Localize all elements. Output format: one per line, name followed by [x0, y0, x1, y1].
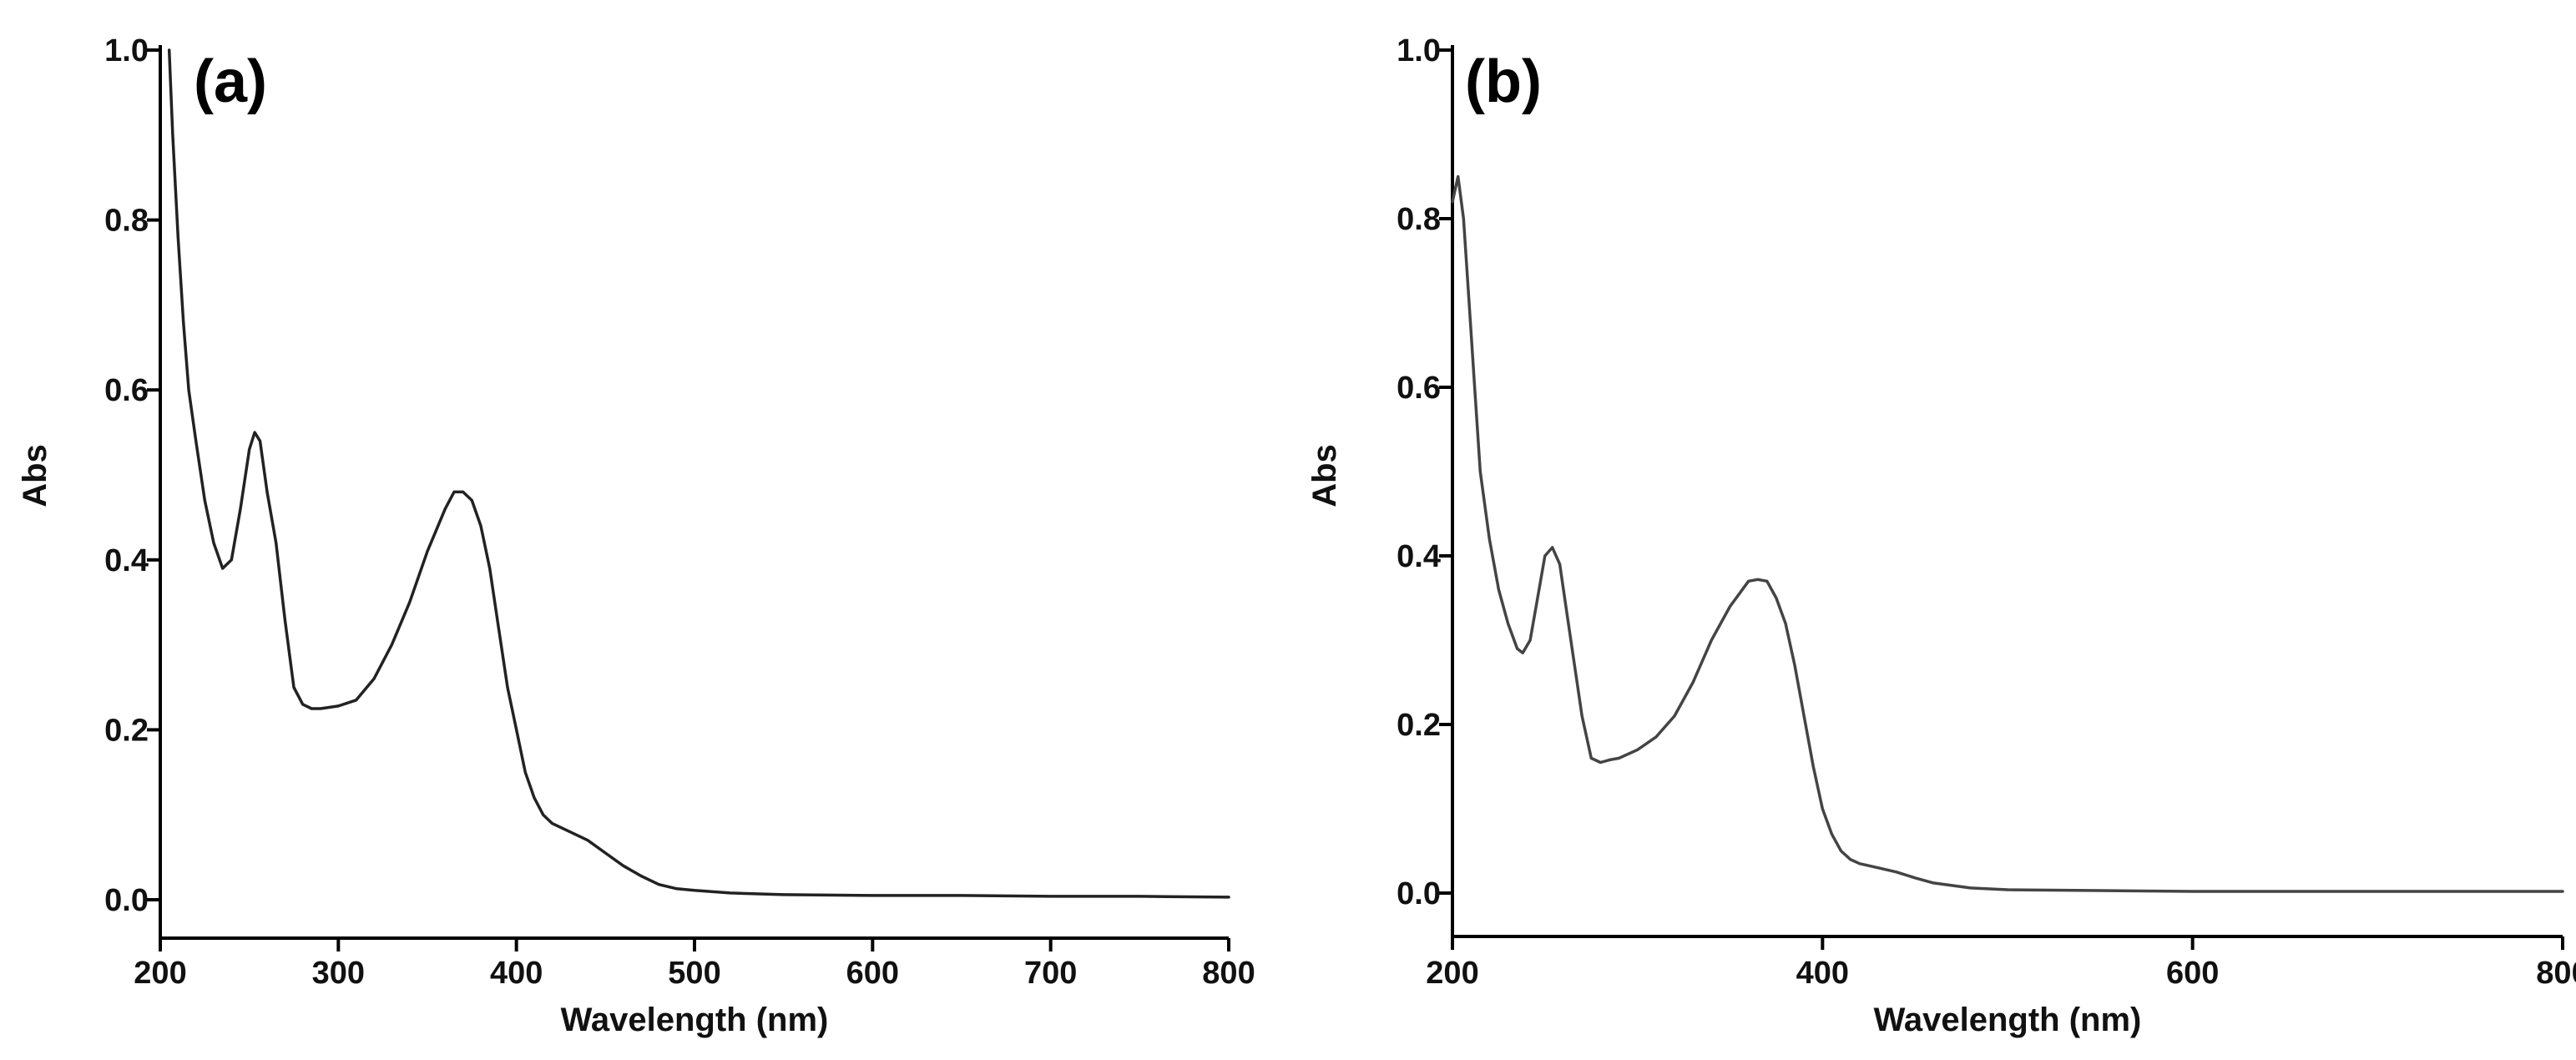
panel-b: 0.0 0.2 0.4 0.6 0.8 1.0 200 400 600 800 Wavelength… — [1306, 33, 2576, 1038]
y-axis-title: Abs — [17, 444, 53, 507]
y-tick-label: 0.0 — [104, 883, 149, 918]
panel-label: (b) — [1465, 48, 1542, 115]
panel-a: 0.0 0.2 0.4 0.6 0.8 1.0 200 300 400 500 600 700 800 W… — [17, 33, 1255, 1038]
y-tick-label: 0.6 — [1397, 371, 1441, 406]
x-tick-label: 600 — [846, 956, 899, 991]
x-tick-label: 200 — [1426, 956, 1478, 991]
x-tick-label: 500 — [668, 956, 720, 991]
y-tick-label: 0.4 — [1397, 539, 1441, 574]
y-tick-label: 0.0 — [1397, 876, 1441, 911]
x-tick-label: 400 — [1796, 956, 1849, 991]
y-axis-title: Abs — [1306, 444, 1343, 507]
y-tick-label: 1.0 — [1397, 33, 1441, 68]
absorbance-series-line — [167, 48, 1230, 899]
x-axis-title: Wavelength (nm) — [561, 1002, 829, 1038]
x-tick-label: 800 — [2536, 956, 2576, 991]
x-tick-label: 600 — [2166, 956, 2219, 991]
x-axis-title: Wavelength (nm) — [1874, 1002, 2142, 1038]
y-tick-label: 0.2 — [1397, 708, 1441, 743]
y-tick-label: 0.8 — [1397, 202, 1441, 237]
x-tick-label: 200 — [134, 956, 186, 991]
y-tick-label: 0.4 — [104, 543, 149, 578]
absorbance-series-line — [1451, 174, 2564, 893]
x-tick-label: 700 — [1024, 956, 1077, 991]
panel-label: (a) — [194, 48, 267, 115]
y-tick-label: 0.8 — [104, 204, 149, 239]
x-tick-label: 400 — [490, 956, 543, 991]
y-tick-label: 0.2 — [104, 713, 149, 748]
x-tick-label: 800 — [1202, 956, 1255, 991]
y-tick-label: 0.6 — [104, 373, 149, 408]
y-tick-label: 1.0 — [104, 33, 149, 68]
x-tick-label: 300 — [312, 956, 365, 991]
